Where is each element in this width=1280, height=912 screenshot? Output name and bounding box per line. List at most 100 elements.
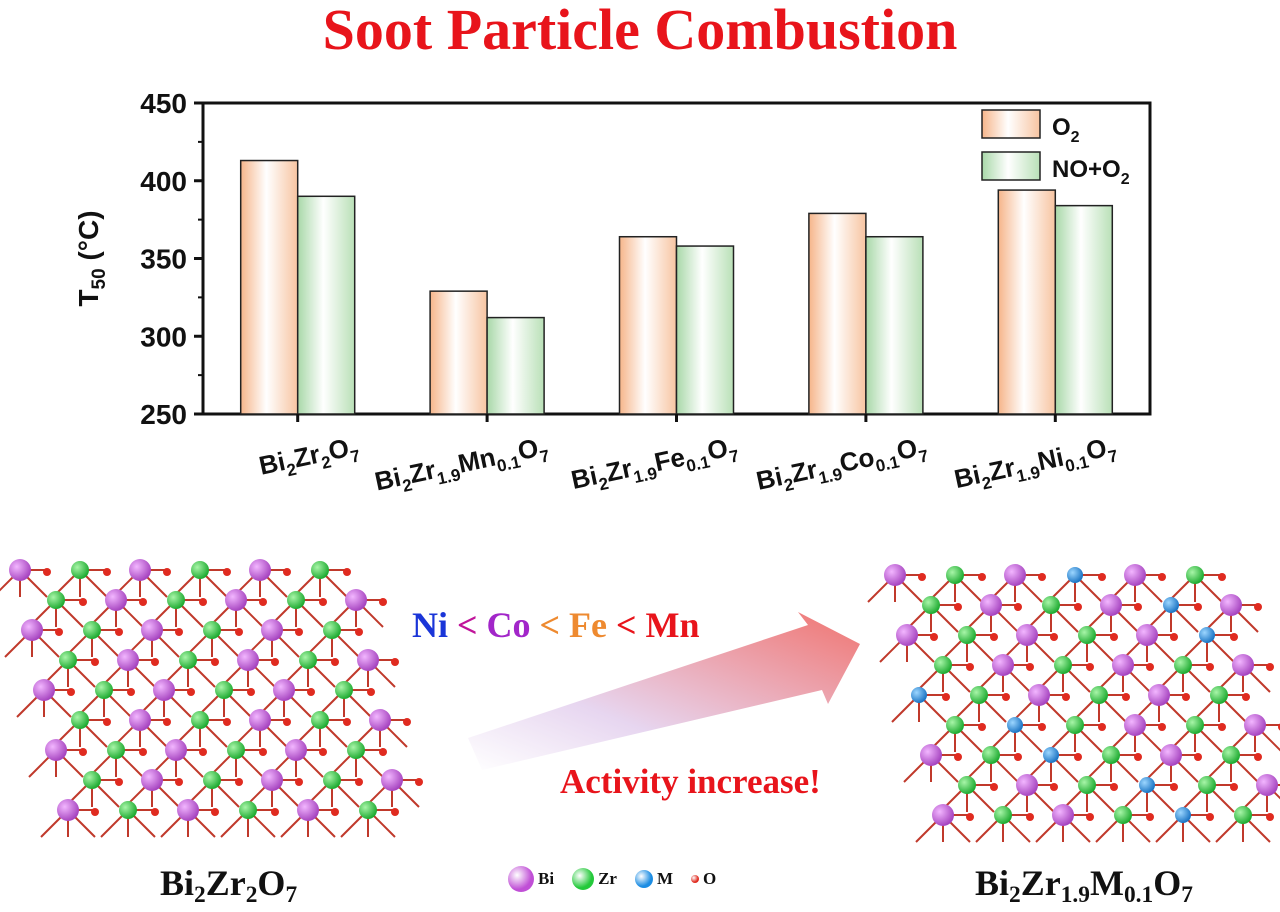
lattice-bond (112, 719, 141, 748)
lattice-bond (244, 629, 273, 658)
lattice-atom (1175, 807, 1191, 823)
y-tick-label: 450 (140, 88, 187, 119)
lattice-atom (922, 596, 940, 614)
lattice-atom (215, 681, 233, 699)
legend-label-1: NO+O2 (1052, 156, 1130, 188)
lattice-atom (932, 804, 954, 826)
lattice-bond (1122, 814, 1151, 843)
lattice-bond (28, 749, 57, 778)
lattice-atom (47, 591, 65, 609)
lattice-bond (100, 659, 129, 688)
order-sep-2: < (530, 605, 570, 645)
o-atom (103, 568, 111, 576)
lattice-atom (1186, 566, 1204, 584)
lattice-atom (167, 591, 185, 609)
lattice-atom (1042, 596, 1060, 614)
lattice-atom (1256, 774, 1278, 796)
lattice-bond (1182, 664, 1211, 693)
o-atom (1110, 633, 1118, 641)
o-atom (1254, 603, 1262, 611)
o-atom (319, 748, 327, 756)
lattice-bond (40, 809, 69, 838)
order-sep-3: < (607, 605, 646, 645)
lattice-bond (127, 659, 156, 688)
activity-order: Ni < Co < Fe < Mn (412, 604, 700, 646)
lattice-atom (1112, 654, 1134, 676)
o-atom (79, 598, 87, 606)
o-atom (930, 633, 938, 641)
lattice-bond (307, 809, 336, 838)
lattice-bond (1050, 604, 1079, 633)
lattice-bond (148, 599, 177, 628)
lattice-bond (247, 659, 276, 688)
lattice-atom (1163, 597, 1179, 613)
lattice-bond (187, 659, 216, 688)
lattice-bond (1143, 604, 1172, 633)
lattice-atom (1174, 656, 1192, 674)
lattice-atom (83, 621, 101, 639)
lattice-atom (105, 589, 127, 611)
lattice-bond (1230, 604, 1259, 633)
lattice-bond (271, 779, 300, 808)
lattice-bond (1218, 694, 1247, 723)
lattice-atom (225, 589, 247, 611)
o-atom (211, 808, 219, 816)
lattice-bond (136, 689, 165, 718)
lattice-bond (184, 629, 213, 658)
lattice-bond (103, 689, 132, 718)
lattice-atom (1078, 626, 1096, 644)
bar-o2-2 (618, 235, 678, 415)
lattice-bond (903, 604, 932, 633)
lattice-bond (67, 809, 96, 838)
lattice-atom (1148, 684, 1170, 706)
y-tick-label: 350 (140, 244, 187, 275)
lattice-bond (319, 569, 348, 598)
lattice-bond (0, 569, 21, 592)
o-atom (1002, 693, 1010, 701)
bar-noo2-4 (1054, 204, 1114, 415)
lattice-atom (1139, 777, 1155, 793)
lattice-bond (1095, 664, 1124, 693)
lattice-bond (115, 599, 144, 628)
o-atom (1230, 633, 1238, 641)
lattice-bond (1254, 724, 1280, 752)
lattice-bond (28, 599, 57, 628)
x-tick-label: Bi2Zr1.9Fe0.1O7 (568, 431, 740, 500)
order-mn: Mn (645, 605, 700, 645)
y-tick-label: 400 (140, 166, 187, 197)
bar-noo2-3 (865, 235, 924, 415)
lattice-atom (1078, 776, 1096, 794)
o-atom (954, 603, 962, 611)
o-atom (1170, 783, 1178, 791)
x-tick-label: Bi2Zr1.9Co0.1O7 (754, 431, 931, 500)
lattice-bond (124, 629, 153, 658)
lattice-atom (992, 654, 1014, 676)
lattice-atom (934, 656, 952, 674)
o-atom (91, 808, 99, 816)
lattice-bond (1014, 574, 1043, 603)
lattice-atom (1054, 656, 1072, 674)
lattice-atom (287, 591, 305, 609)
lattice-bond (235, 599, 264, 628)
lattice-right-structure (867, 564, 1280, 843)
lattice-bond (1083, 754, 1112, 783)
o-atom (966, 663, 974, 671)
lattice-atom (1124, 714, 1146, 736)
atom-legend-zr: Zr (572, 868, 617, 890)
lattice-atom (153, 679, 175, 701)
lattice-bond (1011, 694, 1040, 723)
o-atom (1038, 723, 1046, 731)
o-atom (127, 688, 135, 696)
o-atom (223, 568, 231, 576)
lattice-bond (1194, 574, 1223, 603)
order-sep-1: < (448, 605, 487, 645)
lattice-bond (1062, 664, 1091, 693)
lattice-bond (91, 629, 120, 658)
o-atom (211, 658, 219, 666)
o-atom (355, 778, 363, 786)
o-atom (271, 658, 279, 666)
lattice-atom (1102, 746, 1120, 764)
lattice-bond (184, 779, 213, 808)
o-atom (259, 748, 267, 756)
o-atom (978, 573, 986, 581)
